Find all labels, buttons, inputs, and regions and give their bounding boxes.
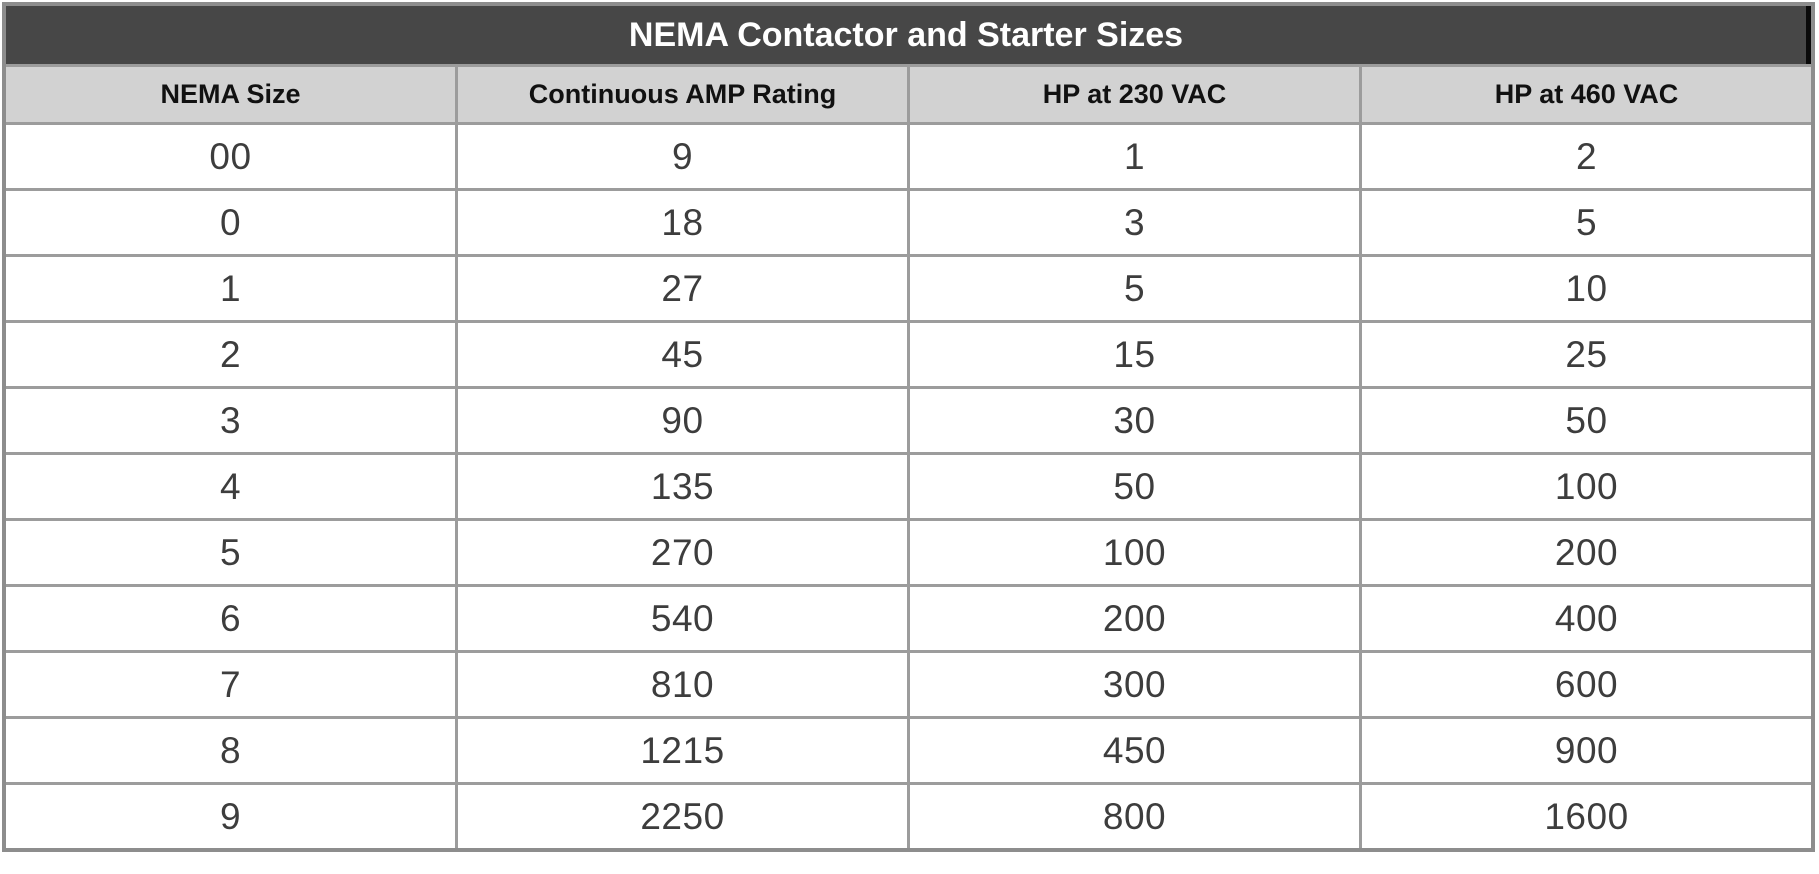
table-cell: 1 (910, 125, 1359, 188)
table-cell: 270 (458, 521, 907, 584)
table-cell: 1600 (1362, 785, 1811, 848)
table-cell: 5 (6, 521, 455, 584)
table-cell: 9 (6, 785, 455, 848)
nema-contactor-starter-table: NEMA Contactor and Starter Sizes NEMA Si… (2, 2, 1815, 852)
table-cell: 1215 (458, 719, 907, 782)
table-cell: 15 (910, 323, 1359, 386)
table-cell: 90 (458, 389, 907, 452)
table-cell: 4 (6, 455, 455, 518)
table-cell: 18 (458, 191, 907, 254)
table-cell: 25 (1362, 323, 1811, 386)
table-cell: 100 (910, 521, 1359, 584)
column-header-continuous-amp-rating: Continuous AMP Rating (458, 67, 907, 122)
table-cell: 3 (910, 191, 1359, 254)
table-cell: 0 (6, 191, 455, 254)
table-title: NEMA Contactor and Starter Sizes (6, 6, 1811, 64)
column-header-hp-230-vac: HP at 230 VAC (910, 67, 1359, 122)
table-cell: 800 (910, 785, 1359, 848)
table-cell: 200 (1362, 521, 1811, 584)
table-cell: 7 (6, 653, 455, 716)
table-cell: 3 (6, 389, 455, 452)
column-header-nema-size: NEMA Size (6, 67, 455, 122)
table-cell: 810 (458, 653, 907, 716)
table-cell: 5 (1362, 191, 1811, 254)
table-cell: 50 (910, 455, 1359, 518)
table-cell: 2 (1362, 125, 1811, 188)
column-header-hp-460-vac: HP at 460 VAC (1362, 67, 1811, 122)
table-cell: 450 (910, 719, 1359, 782)
table-cell: 10 (1362, 257, 1811, 320)
table-cell: 100 (1362, 455, 1811, 518)
table-cell: 27 (458, 257, 907, 320)
table-cell: 6 (6, 587, 455, 650)
table-cell: 200 (910, 587, 1359, 650)
table-cell: 400 (1362, 587, 1811, 650)
table-cell: 2 (6, 323, 455, 386)
table-cell: 00 (6, 125, 455, 188)
table-cell: 300 (910, 653, 1359, 716)
table-cell: 50 (1362, 389, 1811, 452)
table-cell: 900 (1362, 719, 1811, 782)
table-cell: 30 (910, 389, 1359, 452)
table-cell: 135 (458, 455, 907, 518)
table-cell: 1 (6, 257, 455, 320)
table-cell: 45 (458, 323, 907, 386)
table-cell: 9 (458, 125, 907, 188)
table-cell: 2250 (458, 785, 907, 848)
table-cell: 5 (910, 257, 1359, 320)
table-cell: 540 (458, 587, 907, 650)
table-cell: 8 (6, 719, 455, 782)
table-cell: 600 (1362, 653, 1811, 716)
